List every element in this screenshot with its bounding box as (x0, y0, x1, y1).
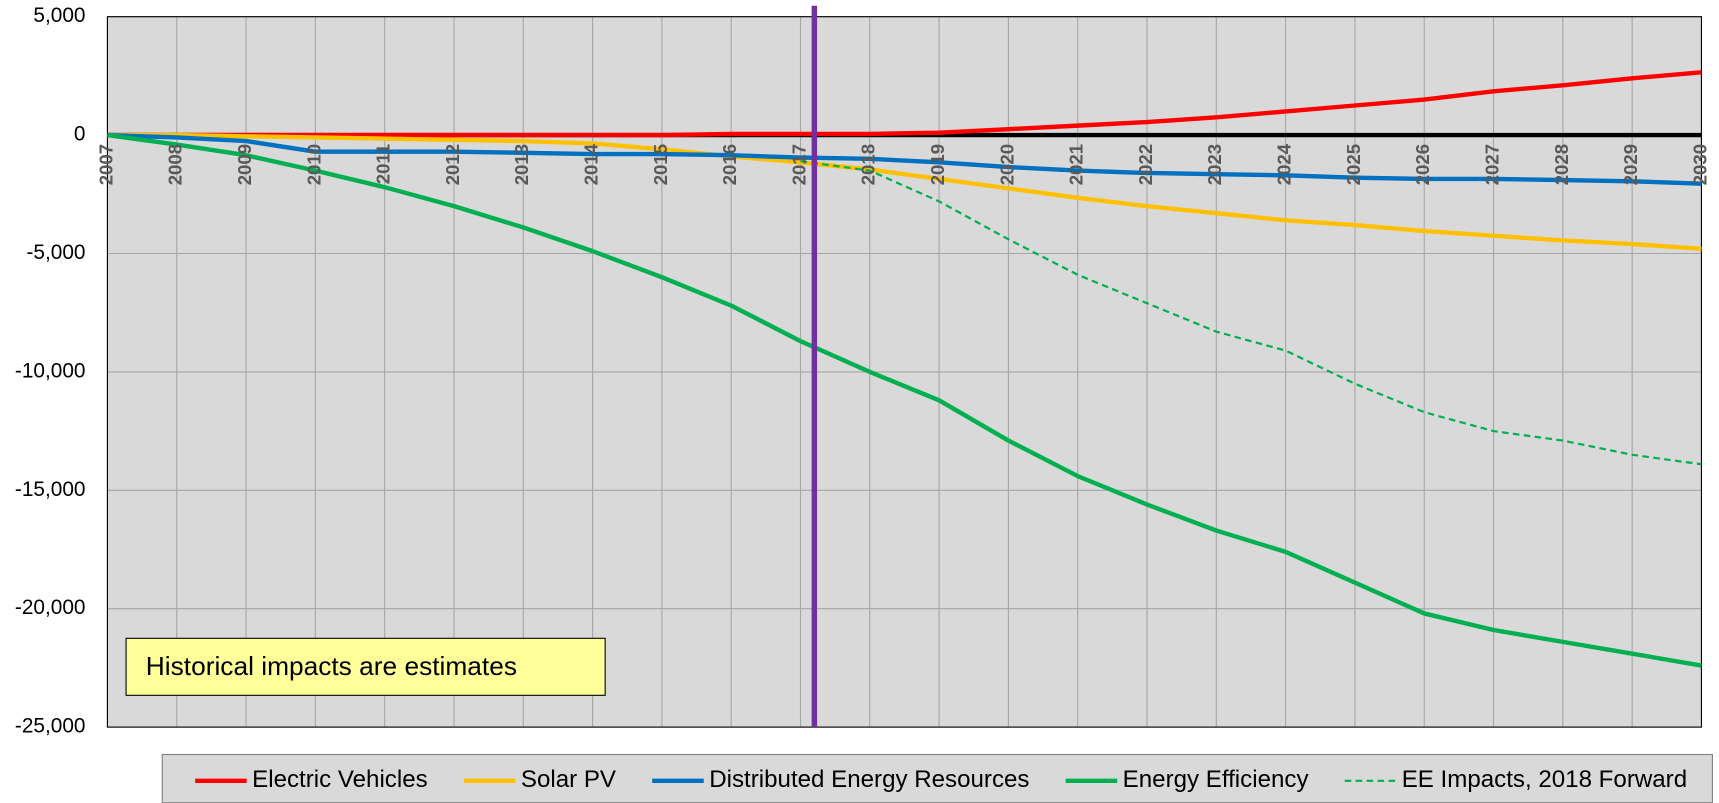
y-tick-label: 5,000 (33, 4, 85, 27)
x-tick-label: 2018 (858, 144, 879, 185)
legend-label: Energy Efficiency (1123, 766, 1309, 793)
x-tick-label: 2024 (1274, 143, 1295, 185)
x-tick-label: 2015 (650, 144, 671, 185)
series-line (107, 132, 1702, 186)
x-tick-label: 2017 (788, 144, 809, 185)
x-tick-label: 2028 (1551, 144, 1572, 185)
y-tick-label: -25,000 (15, 715, 86, 738)
x-tick-label: 2026 (1412, 144, 1433, 185)
x-tick-label: 2020 (996, 144, 1017, 185)
legend-box (161, 753, 1713, 803)
x-tick-label: 2030 (1689, 144, 1710, 185)
x-tick-label: 2025 (1343, 144, 1364, 185)
plot-border (106, 16, 1703, 728)
legend-label: Distributed Energy Resources (709, 766, 1029, 793)
annotation: Historical impacts are estimates (146, 651, 517, 681)
y-tick-label: -15,000 (15, 478, 86, 501)
x-tick-label: 2023 (1204, 144, 1225, 185)
legend-label: Solar PV (521, 766, 616, 793)
x-tick-label: 2011 (373, 144, 394, 184)
x-tick-label: 2013 (511, 144, 532, 185)
x-tick-label: 2009 (234, 144, 255, 185)
x-tick-label: 2012 (442, 144, 463, 185)
x-tick-label: 2027 (1481, 144, 1502, 185)
x-tick-label: 2029 (1620, 144, 1641, 185)
series-line (107, 70, 1702, 138)
x-tick-label: 2014 (580, 143, 601, 185)
legend-label: Electric Vehicles (252, 766, 428, 793)
annotation-box (125, 637, 606, 696)
x-tick-label: 2022 (1135, 144, 1156, 185)
y-tick-label: -20,000 (15, 596, 86, 619)
series-line (800, 160, 1702, 466)
x-tick-label: 2008 (165, 144, 186, 185)
y-tick-label: 0 (74, 123, 86, 146)
x-tick-label: 2019 (927, 144, 948, 185)
y-tick-label: -5,000 (26, 241, 85, 264)
legend-label: EE Impacts, 2018 Forward (1402, 766, 1687, 793)
y-tick-label: -10,000 (15, 359, 86, 382)
x-tick-label: 2021 (1066, 144, 1087, 185)
series-line (107, 132, 1702, 251)
series-line (107, 132, 1702, 668)
x-tick-label: 2016 (719, 144, 740, 185)
x-tick-label: 2010 (303, 144, 324, 185)
x-tick-label: 2007 (95, 144, 116, 185)
